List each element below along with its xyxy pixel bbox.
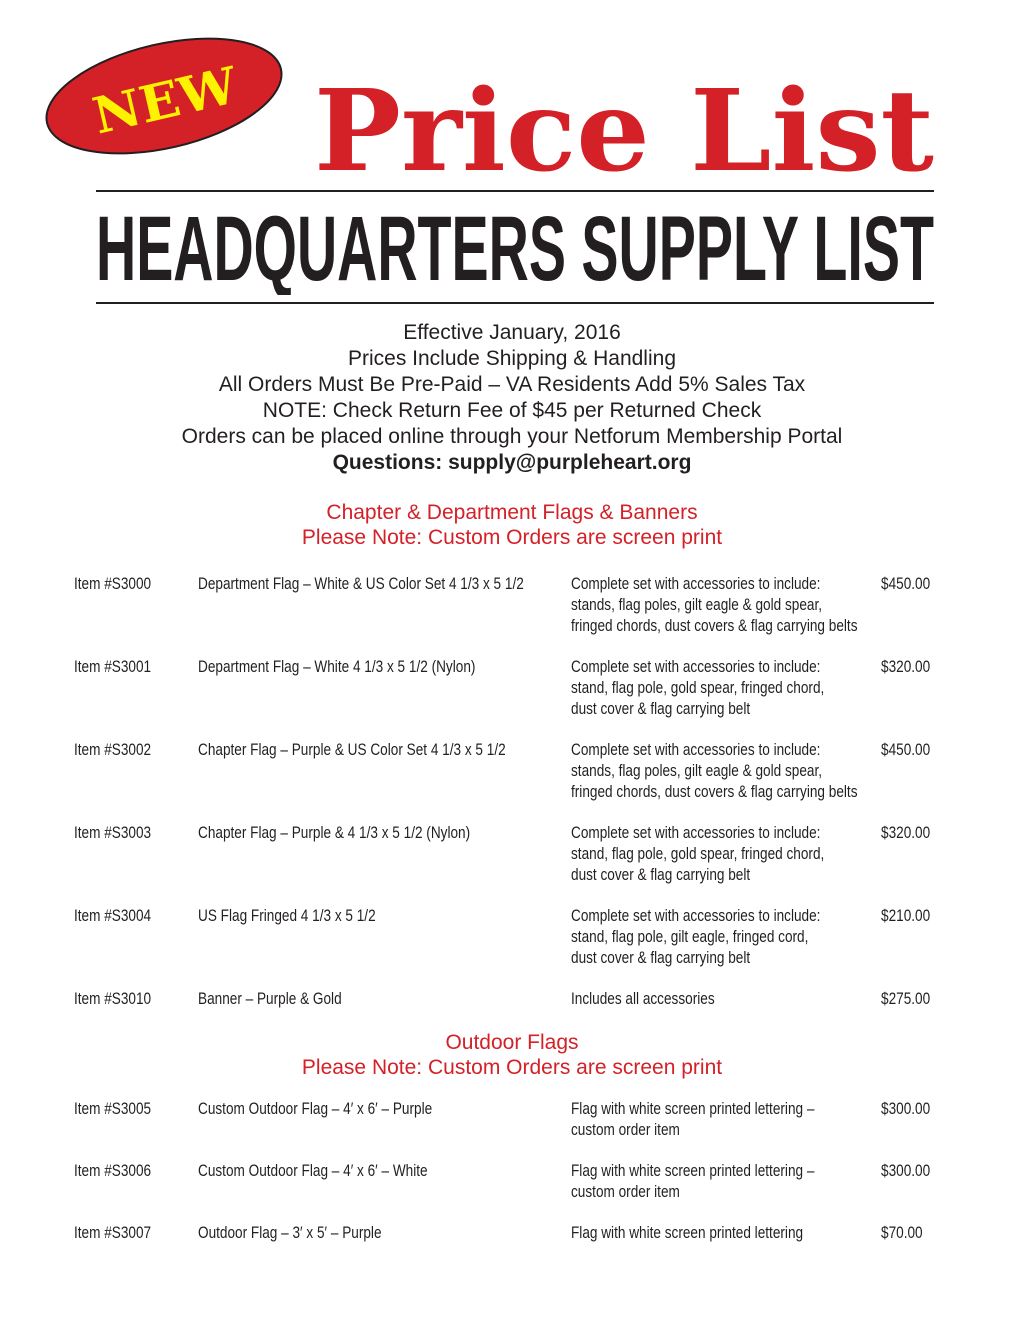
questions-email[interactable]: Questions: supply@purpleheart.org xyxy=(332,451,692,474)
price-row: Item #S3004 US Flag Fringed 4 1/3 x 5 1/2… xyxy=(0,905,1024,985)
item-number: Item #S3010 xyxy=(74,989,152,1008)
item-details: Complete set with accessories to include… xyxy=(571,822,824,885)
info-line: Prices Include Shipping & Handling xyxy=(347,347,677,370)
item-number: Item #S3007 xyxy=(74,1223,152,1242)
item-details: Flag with white screen printed lettering… xyxy=(571,1160,814,1202)
item-price: $275.00 xyxy=(881,989,931,1008)
detail-line: Flag with white screen printed lettering… xyxy=(571,1099,815,1118)
item-price: $450.00 xyxy=(881,740,931,759)
item-details: Includes all accessories xyxy=(571,988,715,1009)
item-price: $320.00 xyxy=(881,657,931,676)
item-description: Custom Outdoor Flag – 4′ x 6′ – White xyxy=(198,1161,428,1180)
subtitle: HEADQUARTERS SUPPLY LIST xyxy=(96,200,934,295)
top-divider xyxy=(96,190,934,192)
price-row: Item #S3003 Chapter Flag – Purple & 4 1/3… xyxy=(0,822,1024,902)
item-description: Department Flag – White 4 1/3 x 5 1/2 (N… xyxy=(198,657,476,676)
item-details: Complete set with accessories to include… xyxy=(571,573,858,636)
page-title: Price List xyxy=(314,70,934,180)
item-description: Banner – Purple & Gold xyxy=(198,989,342,1008)
item-price: $210.00 xyxy=(881,906,931,925)
item-price: $70.00 xyxy=(881,1223,923,1242)
price-row: Item #S3005 Custom Outdoor Flag – 4′ x 6′… xyxy=(0,1098,1024,1178)
item-details: Flag with white screen printed lettering… xyxy=(571,1098,814,1140)
detail-line: custom order item xyxy=(571,1182,680,1201)
price-row: Item #S3010 Banner – Purple & Gold Include… xyxy=(0,988,1024,1068)
item-details: Complete set with accessories to include… xyxy=(571,656,824,719)
item-description: Chapter Flag – Purple & US Color Set 4 1… xyxy=(198,740,506,759)
title-text: Price List xyxy=(314,70,934,180)
section-title: Chapter & Department Flags & Banners xyxy=(326,501,698,524)
item-price: $320.00 xyxy=(881,823,931,842)
section-title: Outdoor Flags xyxy=(445,1031,579,1054)
info-line: Orders can be placed online through your… xyxy=(181,425,843,448)
detail-line: custom order item xyxy=(571,1120,680,1139)
item-description: Custom Outdoor Flag – 4′ x 6′ – Purple xyxy=(198,1099,433,1118)
item-number: Item #S3000 xyxy=(74,574,152,593)
item-details: Complete set with accessories to include… xyxy=(571,905,820,968)
item-number: Item #S3003 xyxy=(74,823,152,842)
detail-line: stands, flag poles, gilt eagle & gold sp… xyxy=(571,595,823,614)
price-row: Item #S3002 Chapter Flag – Purple & US Co… xyxy=(0,739,1024,819)
detail-line: stand, flag pole, gold spear, fringed ch… xyxy=(571,844,825,863)
item-price: $300.00 xyxy=(881,1161,931,1180)
item-price: $300.00 xyxy=(881,1099,931,1118)
item-number: Item #S3005 xyxy=(74,1099,152,1118)
detail-line: Flag with white screen printed lettering xyxy=(571,1223,804,1242)
info-line: Effective January, 2016 xyxy=(403,321,621,344)
item-description: US Flag Fringed 4 1/3 x 5 1/2 xyxy=(198,906,376,925)
item-details: Flag with white screen printed lettering xyxy=(571,1222,803,1243)
detail-line: Complete set with accessories to include… xyxy=(571,906,821,925)
info-line: All Orders Must Be Pre-Paid – VA Residen… xyxy=(218,373,806,396)
section-heading: Chapter & Department Flags & Banners Ple… xyxy=(0,500,1024,550)
detail-line: Complete set with accessories to include… xyxy=(571,657,821,676)
detail-line: dust cover & flag carrying belt xyxy=(571,699,751,718)
bottom-divider xyxy=(96,302,934,304)
item-number: Item #S3004 xyxy=(74,906,152,925)
price-row: Item #S3006 Custom Outdoor Flag – 4′ x 6′… xyxy=(0,1160,1024,1240)
item-number: Item #S3001 xyxy=(74,657,152,676)
item-description: Chapter Flag – Purple & 4 1/3 x 5 1/2 (N… xyxy=(198,823,471,842)
subtitle-text: HEADQUARTERS SUPPLY LIST xyxy=(96,200,934,295)
item-details: Complete set with accessories to include… xyxy=(571,739,858,802)
item-number: Item #S3006 xyxy=(74,1161,152,1180)
detail-line: dust cover & flag carrying belt xyxy=(571,865,751,884)
price-row: Item #S3007 Outdoor Flag – 3′ x 5′ – Purp… xyxy=(0,1222,1024,1302)
detail-line: dust cover & flag carrying belt xyxy=(571,948,751,967)
item-description: Outdoor Flag – 3′ x 5′ – Purple xyxy=(198,1223,382,1242)
new-badge: NEW xyxy=(45,37,283,155)
price-row: Item #S3000 Department Flag – White & US … xyxy=(0,573,1024,653)
detail-line: stand, flag pole, gilt eagle, fringed co… xyxy=(571,927,809,946)
item-description: Department Flag – White & US Color Set 4… xyxy=(198,574,524,593)
detail-line: Flag with white screen printed lettering… xyxy=(571,1161,815,1180)
section-note: Please Note: Custom Orders are screen pr… xyxy=(301,526,723,549)
price-row: Item #S3001 Department Flag – White 4 1/3… xyxy=(0,656,1024,736)
detail-line: fringed chords, dust covers & flag carry… xyxy=(571,782,858,801)
item-price: $450.00 xyxy=(881,574,931,593)
section-note: Please Note: Custom Orders are screen pr… xyxy=(301,1056,723,1079)
detail-line: stand, flag pole, gold spear, fringed ch… xyxy=(571,678,825,697)
info-block: Effective January, 2016 Prices Include S… xyxy=(0,320,1024,476)
item-number: Item #S3002 xyxy=(74,740,152,759)
detail-line: fringed chords, dust covers & flag carry… xyxy=(571,616,858,635)
detail-line: stands, flag poles, gilt eagle & gold sp… xyxy=(571,761,823,780)
section-heading: Outdoor Flags Please Note: Custom Orders… xyxy=(0,1030,1024,1080)
detail-line: Complete set with accessories to include… xyxy=(571,740,821,759)
detail-line: Complete set with accessories to include… xyxy=(571,823,821,842)
detail-line: Complete set with accessories to include… xyxy=(571,574,821,593)
info-line: NOTE: Check Return Fee of $45 per Return… xyxy=(262,399,762,422)
detail-line: Includes all accessories xyxy=(571,989,715,1008)
